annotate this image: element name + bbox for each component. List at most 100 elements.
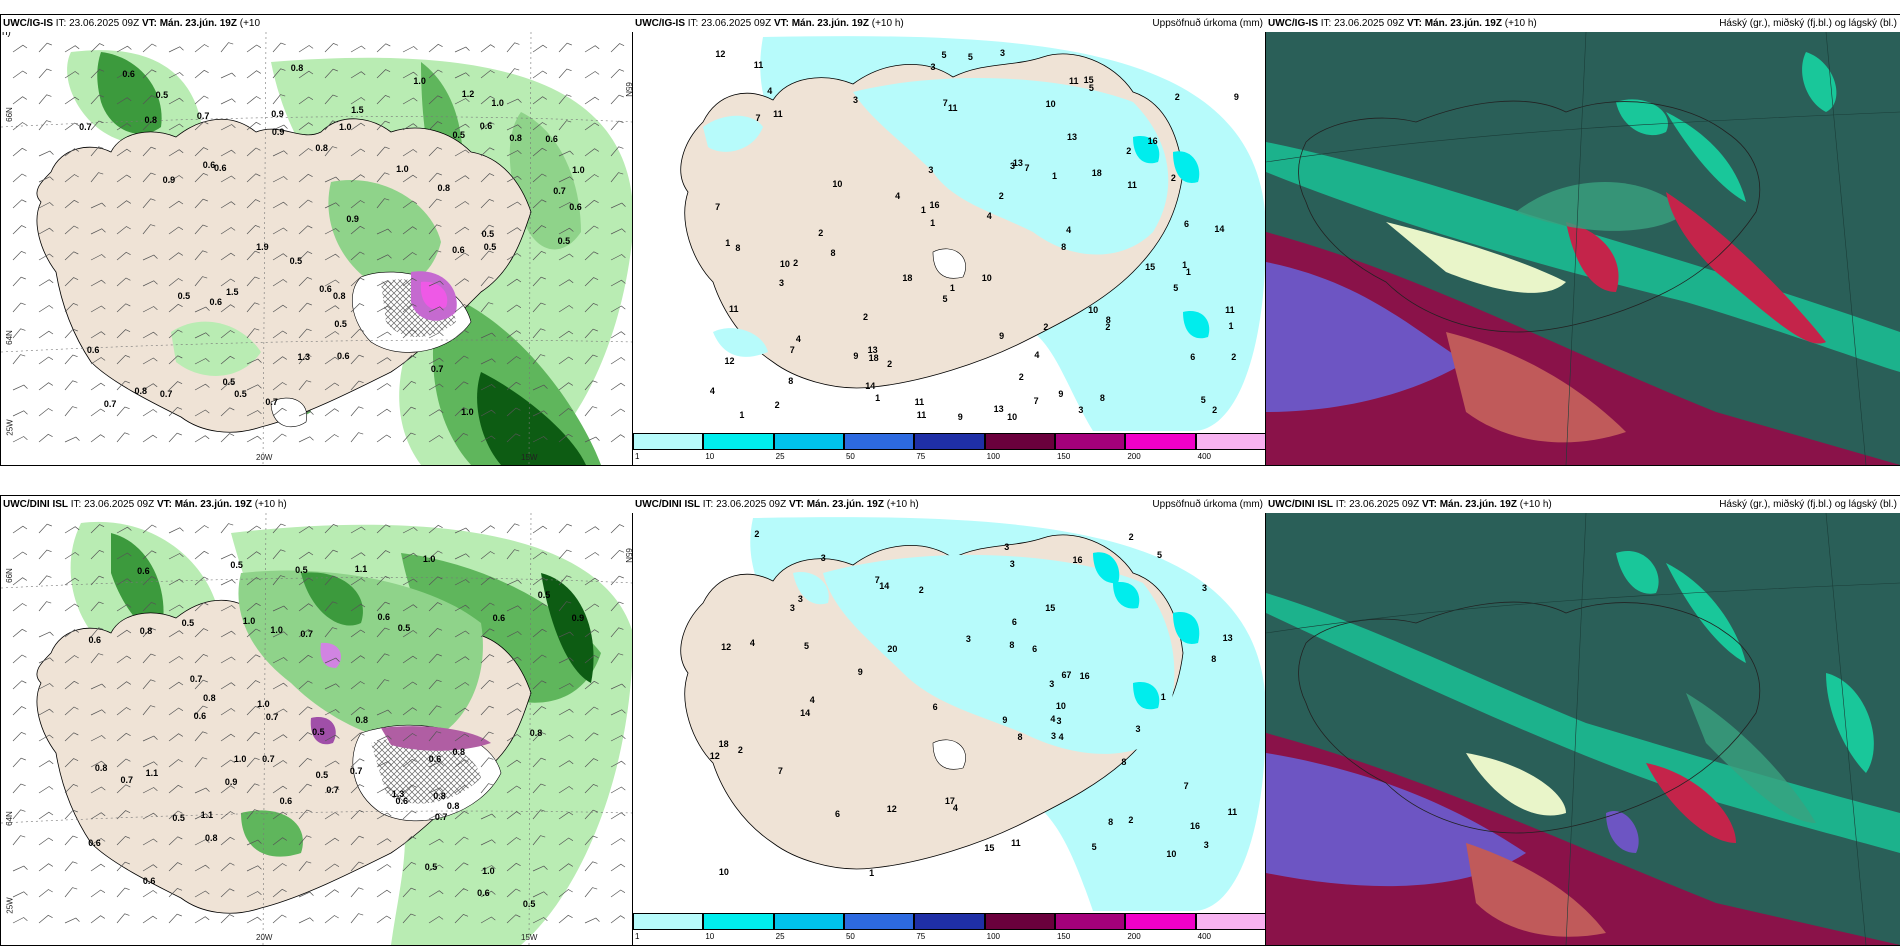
wind-barb	[402, 355, 417, 365]
wind-barb	[246, 705, 261, 716]
wind-barb	[298, 835, 312, 846]
wind-barb	[90, 838, 106, 846]
wind-barb	[116, 758, 131, 768]
wind-barb	[454, 123, 470, 131]
map-value-label: 0.6	[477, 888, 490, 899]
map-value-label: 1	[920, 205, 926, 216]
wind-barb	[168, 46, 184, 53]
map-value-label: 2	[774, 400, 780, 411]
wind-barb	[272, 631, 288, 638]
map-value-label: 0.7	[196, 111, 210, 122]
wind-barb	[584, 96, 600, 105]
wind-barb	[480, 384, 496, 391]
wind-barb	[480, 654, 495, 664]
wind-barb	[168, 97, 184, 105]
map-value-label: 0.6	[202, 160, 216, 171]
map-value-label: 0.5	[537, 590, 551, 601]
wind-barb	[168, 553, 184, 560]
map-value-label: 12	[721, 642, 732, 653]
cloud-mid	[1266, 753, 1526, 887]
map-value-label: 0.7	[189, 673, 203, 684]
wind-barb	[350, 97, 366, 105]
wind-barb	[532, 436, 548, 443]
wind-barb	[220, 836, 235, 846]
wind-barb	[12, 96, 27, 105]
wind-barb	[428, 43, 443, 53]
wind-barb	[220, 330, 235, 339]
map-value-label: 7	[789, 345, 795, 356]
wind-barb	[116, 526, 132, 534]
wind-barb	[168, 913, 182, 924]
iceland-landmass	[36, 118, 532, 433]
wind-barb	[298, 354, 312, 365]
map-value-label: 0.7	[430, 363, 444, 374]
wind-barb	[38, 356, 54, 365]
wind-barb	[38, 708, 54, 716]
wind-barb	[454, 149, 470, 157]
wind-barb	[38, 279, 54, 287]
wind-barb	[350, 45, 366, 53]
lead-time: (+10 h)	[251, 499, 287, 510]
wind-barb	[220, 733, 236, 742]
wind-barb	[324, 434, 339, 443]
wind-barb	[168, 381, 183, 391]
wind-barb	[506, 253, 522, 261]
map-value-label: 0.5	[481, 228, 495, 239]
map-value-label: 4	[952, 803, 958, 814]
map-value-label: 12	[724, 356, 735, 367]
wind-barb	[610, 202, 626, 209]
wind-barb	[532, 173, 547, 183]
wind-barb	[90, 653, 104, 664]
map-value-label: 0.8	[94, 762, 108, 773]
colorbar-swatch	[703, 913, 774, 930]
map-value-label: 1.1	[200, 810, 214, 821]
wind-barb	[480, 121, 495, 131]
wind-barb	[246, 525, 262, 534]
valid-time: VT: Mán. 23.jún. 19Z	[773, 18, 869, 29]
wind-barb	[12, 551, 28, 560]
wind-barb	[610, 653, 624, 664]
wind-barb	[558, 120, 572, 131]
wind-barb	[350, 913, 364, 924]
map-value-label: 3	[853, 95, 859, 106]
wind-barb	[584, 783, 599, 794]
wind-barb	[142, 43, 157, 53]
wind-barb	[12, 865, 28, 872]
colorbar-swatch	[1195, 433, 1266, 450]
wind-barb	[324, 68, 338, 79]
wind-barb	[168, 707, 184, 716]
wind-barb	[194, 435, 210, 443]
wind-barb	[142, 524, 157, 534]
wind-barb	[64, 835, 78, 846]
wind-barb	[480, 409, 496, 417]
lon-label-15w: 15W	[521, 453, 538, 462]
map-value-label: 1.1	[145, 768, 159, 779]
wind-barb	[246, 680, 261, 690]
wind-barb	[610, 889, 626, 898]
wind-barb	[480, 731, 494, 742]
wind-barb	[480, 551, 495, 560]
wind-barb	[428, 524, 443, 534]
map-value-label: 0.7	[349, 766, 363, 777]
wind-barb	[558, 253, 574, 261]
wind-barb	[272, 253, 288, 261]
map-value-label: 0.5	[172, 813, 185, 824]
wind-barb	[12, 680, 27, 690]
wind-barb	[610, 43, 625, 53]
wind-barb	[246, 250, 260, 261]
wind-barb	[324, 889, 339, 898]
wind-barb	[298, 302, 312, 313]
colorbar-tick-label: 25	[775, 932, 785, 941]
wind-barb	[272, 176, 288, 183]
wind-barb	[454, 407, 469, 417]
map-value-label: 6	[835, 809, 841, 820]
wind-barb	[558, 601, 572, 612]
wind-barb	[428, 679, 442, 690]
wind-barb	[38, 42, 52, 53]
wind-barb	[64, 680, 79, 690]
wind-barb	[324, 760, 340, 768]
map-value-label: 0.8	[332, 290, 346, 301]
wind-barb	[90, 254, 106, 261]
wind-barb	[376, 889, 392, 898]
wind-barb	[64, 887, 78, 898]
